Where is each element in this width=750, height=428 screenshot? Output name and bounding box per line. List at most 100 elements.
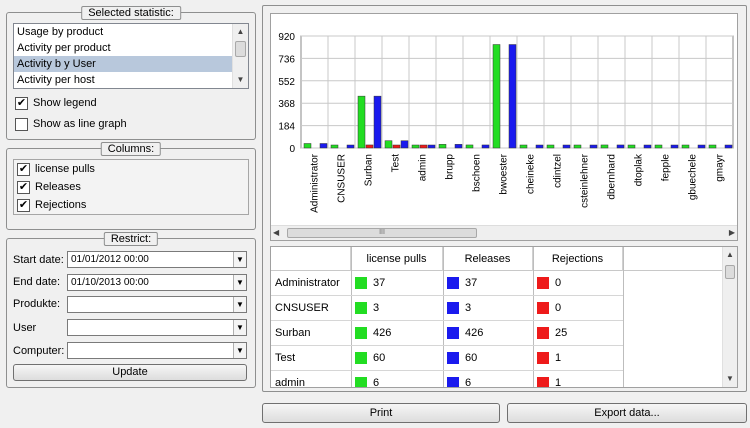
cell-value: 25 (555, 327, 568, 339)
color-swatch-icon (447, 277, 459, 290)
cell-value: 6 (465, 377, 472, 387)
scroll-right-icon[interactable]: ▶ (728, 228, 735, 237)
column-checkbox[interactable]: ✔ Rejections (14, 198, 248, 214)
color-swatch-icon (537, 277, 549, 290)
restrict-title: Restrict: (103, 232, 159, 246)
x-tick-label: Test (391, 154, 402, 173)
bar-license-pulls (330, 144, 339, 149)
table-row-name: Administrator (275, 277, 340, 289)
columns-listbox: ✔ license pulls ✔ Releases ✔ Rejections (13, 159, 249, 215)
table-scrollbar[interactable]: ▲ ▼ (722, 247, 737, 387)
produkte-combo[interactable]: ▼ (67, 296, 247, 313)
show-legend-checkbox[interactable]: ✔ Show legend (15, 96, 97, 112)
table-grid-line (271, 320, 623, 321)
chevron-down-icon[interactable]: ▼ (233, 252, 246, 267)
scroll-down-icon[interactable]: ▼ (726, 374, 734, 383)
user-combo[interactable]: ▼ (67, 319, 247, 336)
cell-value: 0 (555, 277, 562, 289)
column-check-icon[interactable]: ✔ (17, 180, 30, 194)
column-label: Releases (35, 181, 81, 194)
table-cell: 3 (355, 296, 379, 320)
bar-releases (670, 144, 679, 149)
statistic-item[interactable]: Activity per host (17, 74, 95, 86)
end-date-combo[interactable]: 01/10/2013 00:00 ▼ (67, 274, 247, 291)
bar-license-pulls (465, 144, 474, 149)
scroll-left-icon[interactable]: ◀ (273, 228, 280, 237)
statistic-item[interactable]: Activity per product (17, 42, 111, 54)
cell-value: 3 (465, 302, 472, 314)
update-button[interactable]: Update (13, 364, 247, 381)
color-swatch-icon (447, 302, 459, 315)
bar-releases (346, 144, 355, 149)
chevron-down-icon[interactable]: ▼ (233, 275, 246, 290)
computer-combo[interactable]: ▼ (67, 342, 247, 359)
color-swatch-icon (447, 327, 459, 340)
scroll-up-icon[interactable]: ▲ (236, 27, 245, 36)
chevron-down-icon[interactable]: ▼ (233, 343, 246, 358)
y-tick-label: 736 (278, 54, 295, 65)
table-cell: 0 (537, 271, 561, 295)
column-header[interactable]: license pulls (351, 247, 443, 271)
bar-license-pulls (573, 144, 582, 149)
bar-releases (643, 144, 652, 149)
hscroll-thumb[interactable]: III (287, 228, 477, 238)
column-check-icon[interactable]: ✔ (17, 162, 30, 176)
export-data-button[interactable]: Export data... (507, 403, 747, 423)
scroll-up-icon[interactable]: ▲ (726, 250, 734, 259)
color-swatch-icon (447, 352, 459, 365)
bar-releases (400, 140, 409, 149)
scroll-down-icon[interactable]: ▼ (236, 75, 245, 84)
bar-license-pulls (303, 143, 312, 149)
show-line-graph-checkbox[interactable]: Show as line graph (15, 117, 127, 133)
bar-releases (373, 95, 382, 149)
bar-license-pulls (600, 144, 609, 149)
table-corner (271, 247, 351, 271)
cell-value: 426 (465, 327, 484, 339)
columns-title: Columns: (100, 142, 162, 156)
color-swatch-icon (355, 302, 367, 315)
x-tick-label: csteinlehner (580, 153, 591, 208)
x-tick-label: admin (418, 154, 429, 181)
table-grid-line (271, 370, 623, 371)
column-check-icon[interactable]: ✔ (17, 198, 30, 212)
table-header: license pulls Releases Rejections (271, 247, 723, 271)
chevron-down-icon[interactable]: ▼ (233, 297, 246, 312)
scroll-thumb[interactable] (235, 41, 246, 57)
computer-label: Computer: (13, 345, 65, 357)
statistic-item[interactable]: Activity b y User (14, 56, 248, 72)
table-row-name: Test (275, 352, 296, 364)
y-tick-label: 552 (278, 77, 295, 88)
table-cell: 426 (447, 321, 483, 345)
user-label: User (13, 322, 37, 334)
show-line-graph-check-icon[interactable] (15, 117, 28, 131)
table-scroll-thumb[interactable] (725, 265, 735, 279)
data-table-panel: license pulls Releases Rejections Administr… (270, 246, 738, 388)
table-grid-line (623, 247, 624, 387)
column-checkbox[interactable]: ✔ license pulls (14, 162, 248, 178)
cell-value: 0 (555, 302, 562, 314)
statistic-item[interactable]: Usage by product (17, 26, 104, 38)
cell-value: 6 (373, 377, 380, 387)
chevron-down-icon[interactable]: ▼ (233, 320, 246, 335)
column-header[interactable]: Rejections (533, 247, 623, 271)
bar-license-pulls (384, 140, 393, 149)
statistic-listbox[interactable]: Usage by product Activity per product Acti… (13, 23, 249, 89)
table-grid-line (443, 247, 444, 387)
restrict-group: Restrict: Start date: 01/01/2012 00:00 ▼… (6, 232, 256, 388)
end-date-label: End date: (13, 276, 61, 288)
cell-value: 60 (373, 352, 386, 364)
table-cell: 3 (447, 296, 471, 320)
statistic-list-scrollbar[interactable]: ▲ ▼ (232, 24, 248, 88)
print-button[interactable]: Print (262, 403, 500, 423)
table-cell: 25 (537, 321, 567, 345)
show-legend-check-icon[interactable]: ✔ (15, 96, 28, 110)
column-header[interactable]: Releases (443, 247, 533, 271)
chart-hscrollbar[interactable]: ◀ III ▶ (271, 225, 737, 240)
color-swatch-icon (537, 327, 549, 340)
hscroll-grip: III (379, 229, 385, 236)
y-tick-label: 0 (289, 144, 295, 155)
column-checkbox[interactable]: ✔ Releases (14, 180, 248, 196)
table-cell: 6 (447, 371, 471, 387)
start-date-combo[interactable]: 01/01/2012 00:00 ▼ (67, 251, 247, 268)
bar-chart: 0 184 368 552 736 920 Administrator CNSUSER Surb… (278, 32, 734, 213)
